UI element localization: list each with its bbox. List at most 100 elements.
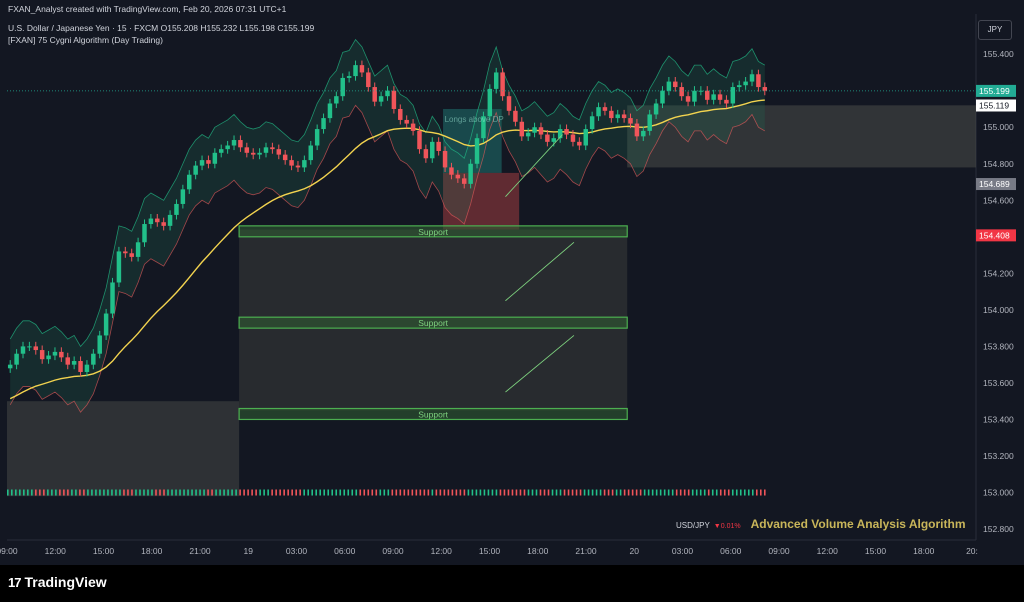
candle[interactable] <box>27 346 32 348</box>
candle[interactable] <box>276 149 282 155</box>
candle[interactable] <box>148 218 154 225</box>
candle[interactable] <box>225 145 230 150</box>
candle[interactable] <box>442 150 448 168</box>
candle[interactable] <box>468 163 473 184</box>
candle[interactable] <box>308 145 313 161</box>
candle[interactable] <box>756 74 761 88</box>
candle[interactable] <box>302 160 307 168</box>
candle[interactable] <box>20 346 26 354</box>
candle[interactable] <box>736 85 742 88</box>
candle-layer[interactable] <box>7 60 768 496</box>
candle[interactable] <box>238 140 243 148</box>
candle[interactable] <box>705 90 710 100</box>
candle[interactable] <box>346 76 352 78</box>
candle[interactable] <box>231 140 237 146</box>
candle[interactable] <box>263 147 269 153</box>
candle[interactable] <box>59 351 64 358</box>
candle[interactable] <box>174 203 179 215</box>
candle[interactable] <box>97 335 102 354</box>
candle[interactable] <box>257 152 262 155</box>
candle[interactable] <box>685 96 691 102</box>
candle[interactable] <box>142 224 147 243</box>
candle[interactable] <box>321 118 326 130</box>
candle[interactable] <box>506 96 512 111</box>
candle[interactable] <box>340 77 345 97</box>
candle[interactable] <box>634 123 640 137</box>
candle[interactable] <box>46 355 51 360</box>
candle[interactable] <box>570 134 576 142</box>
candle[interactable] <box>538 127 544 135</box>
candle[interactable] <box>487 88 493 117</box>
candle[interactable] <box>199 160 205 166</box>
candle[interactable] <box>455 174 461 179</box>
candle[interactable] <box>602 107 608 111</box>
candle[interactable] <box>7 364 13 369</box>
candle[interactable] <box>282 154 288 161</box>
candle[interactable] <box>52 351 58 356</box>
candle[interactable] <box>724 99 729 104</box>
candle[interactable] <box>212 152 218 164</box>
candle[interactable] <box>532 127 537 133</box>
candle[interactable] <box>78 361 83 372</box>
candle[interactable] <box>500 72 505 97</box>
candle[interactable] <box>583 129 588 146</box>
candle[interactable] <box>749 74 755 82</box>
tradingview-logo[interactable]: 17 TradingView <box>8 574 107 590</box>
candle[interactable] <box>334 96 339 104</box>
candle[interactable] <box>628 118 633 124</box>
candle[interactable] <box>589 116 595 130</box>
candle[interactable] <box>187 174 192 190</box>
candle[interactable] <box>615 114 620 119</box>
candle[interactable] <box>14 353 19 365</box>
candle[interactable] <box>474 138 480 164</box>
candle[interactable] <box>123 251 128 254</box>
candle[interactable] <box>711 94 716 100</box>
candle[interactable] <box>378 96 384 102</box>
candle[interactable] <box>129 253 134 257</box>
candle[interactable] <box>33 346 39 351</box>
candle[interactable] <box>372 87 377 102</box>
candle[interactable] <box>513 110 518 122</box>
candle[interactable] <box>430 141 435 159</box>
candle[interactable] <box>327 103 333 119</box>
candle[interactable] <box>65 357 70 365</box>
candle[interactable] <box>366 72 371 88</box>
candle[interactable] <box>641 130 646 137</box>
candle[interactable] <box>71 361 77 365</box>
candle[interactable] <box>250 152 256 155</box>
candle[interactable] <box>359 65 365 73</box>
candle[interactable] <box>39 350 45 360</box>
candle[interactable] <box>385 90 390 97</box>
candle[interactable] <box>218 149 224 153</box>
candle[interactable] <box>666 81 672 91</box>
candle[interactable] <box>679 87 684 97</box>
candle[interactable] <box>244 147 250 153</box>
candle[interactable] <box>762 87 768 91</box>
candle[interactable] <box>353 65 358 77</box>
candle[interactable] <box>564 129 569 135</box>
candle[interactable] <box>621 114 627 119</box>
indicator-label[interactable]: [FXAN] 75 Cygni Algorithm (Day Trading) <box>8 35 163 45</box>
candle[interactable] <box>161 222 166 226</box>
candle[interactable] <box>730 87 736 104</box>
candle[interactable] <box>743 81 748 86</box>
candle[interactable] <box>410 123 416 131</box>
candle[interactable] <box>462 178 467 184</box>
candle[interactable] <box>525 132 531 137</box>
candle[interactable] <box>84 364 90 372</box>
candle[interactable] <box>180 189 186 204</box>
candle[interactable] <box>103 313 109 336</box>
candle[interactable] <box>717 94 723 100</box>
candle[interactable] <box>493 72 499 89</box>
candle[interactable] <box>167 214 173 226</box>
candle[interactable] <box>449 167 454 175</box>
candle[interactable] <box>577 141 582 146</box>
candle[interactable] <box>436 141 441 151</box>
candle[interactable] <box>596 107 601 117</box>
candle[interactable] <box>391 90 397 109</box>
candle[interactable] <box>270 147 275 150</box>
candle[interactable] <box>314 129 320 146</box>
candle[interactable] <box>609 110 614 119</box>
candle[interactable] <box>91 353 96 365</box>
candle[interactable] <box>206 160 211 164</box>
